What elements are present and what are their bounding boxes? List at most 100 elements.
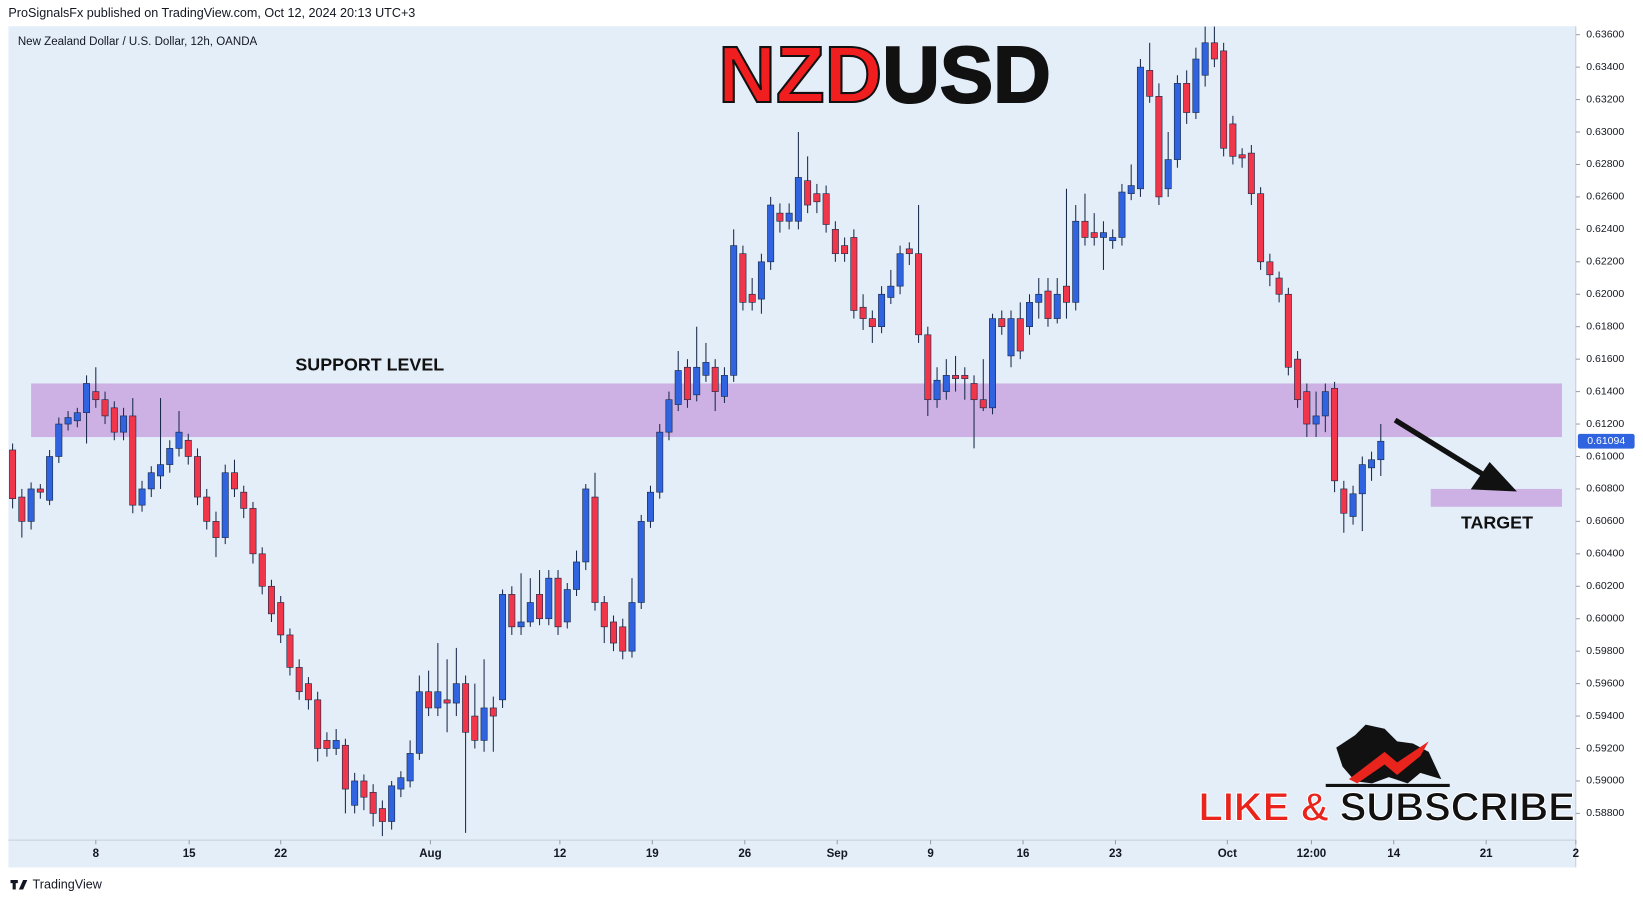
candle-body [1026,302,1033,328]
y-tick-label: 0.59600 [1586,677,1624,689]
candle-body [1035,293,1043,303]
logo-swoosh [1348,741,1429,784]
candle-body [36,488,44,493]
candle-body [1238,154,1246,159]
candle-body [1183,83,1191,113]
candle-body [508,594,516,628]
candle-body [120,415,128,433]
candle-body [240,491,248,509]
candle-body [175,431,183,449]
candle-body [1358,464,1366,495]
candle-body [952,375,960,379]
y-tick-label: 0.60000 [1586,613,1624,625]
candle-body [517,621,525,628]
y-tick-label: 0.59400 [1586,710,1624,722]
x-tick-label: 9 [927,848,933,860]
candle-body [1349,493,1357,517]
candle-body [785,212,793,222]
candle-body [1220,50,1228,149]
candle-body [804,180,812,206]
candle-body [304,683,312,701]
y-tick-label: 0.63600 [1586,28,1624,40]
candle-body [961,375,969,379]
candle-body [101,399,109,417]
candle-body [267,585,275,615]
target-arrow [1393,417,1517,492]
candle-body [1016,318,1024,352]
cta-part: SUBSCRIBE [1340,785,1575,829]
candle-body [462,683,470,733]
candle-body [92,391,100,401]
y-tick-label: 0.61600 [1586,353,1624,365]
candle-body [859,306,867,319]
candle-body [1109,237,1117,242]
title-part: NZD [718,30,882,119]
candle-body [748,293,756,303]
candle-body [184,439,192,457]
candle-body [536,594,544,620]
candle-body [1118,191,1126,238]
candle-body [110,407,118,433]
y-tick-label: 0.62000 [1586,288,1624,300]
candle-body [563,589,571,623]
y-tick-label: 0.59800 [1586,645,1624,657]
candle-body [277,602,285,636]
candle-body [656,431,664,493]
candle-body [499,594,507,701]
candle-body [415,691,423,754]
candle-body [674,370,682,405]
candle-body [1321,391,1329,417]
y-tick-label: 0.62200 [1586,256,1624,268]
candle-body [46,456,54,501]
candle-body [1164,159,1172,190]
candle-body [711,366,719,392]
x-tick-label: 26 [738,848,751,860]
candle-body [1136,66,1144,190]
logo-silhouette [1336,724,1442,784]
title-part: USD [882,30,1051,119]
candle-body [739,253,747,303]
candle-body [480,707,488,741]
candle-body [9,449,17,499]
candle-body [767,204,775,263]
axes: 0.58800 0.59000 0.59200 0.59400 0.59600 0.598… [93,28,1635,860]
arrow-shaft [1393,417,1485,477]
candle-body [166,448,174,465]
candle-body [683,366,691,401]
candles [9,26,1385,837]
candle-body [554,577,562,628]
y-tick-label: 0.61200 [1586,418,1624,430]
y-tick-label: 0.58800 [1586,807,1624,819]
candle-body [998,318,1006,328]
y-tick-label: 0.60200 [1586,580,1624,592]
candle-body [147,472,155,490]
candle-body [369,791,377,814]
x-tick-label: 15 [183,848,196,860]
x-tick-label: 12:00 [1297,848,1327,860]
x-tick-label: 2 [1573,848,1579,860]
candle-body [295,667,303,693]
last-price-label: 0.61094 [1587,435,1625,447]
x-tick-label: 16 [1017,848,1030,860]
candle-body [452,683,460,704]
candle-body [221,472,229,538]
candle-body [212,521,220,538]
y-tick-label: 0.60400 [1586,548,1624,560]
y-tick-label: 0.61400 [1586,385,1624,397]
candle-body [1173,83,1181,160]
candle-body [388,785,396,822]
candle-body [425,691,433,709]
y-tick-label: 0.63200 [1586,93,1624,105]
candle-body [942,375,950,392]
candle-body [203,496,211,522]
candle-body [610,621,617,644]
logo-part [12,879,16,890]
candle-body [1099,232,1107,238]
candle-body [702,362,710,376]
candle-body [1146,70,1154,97]
cta-part: LIKE & [1198,785,1329,829]
candle-body [1192,58,1200,113]
candle-body [794,177,802,222]
candle-body [1257,193,1265,263]
candle-body [1229,123,1237,157]
